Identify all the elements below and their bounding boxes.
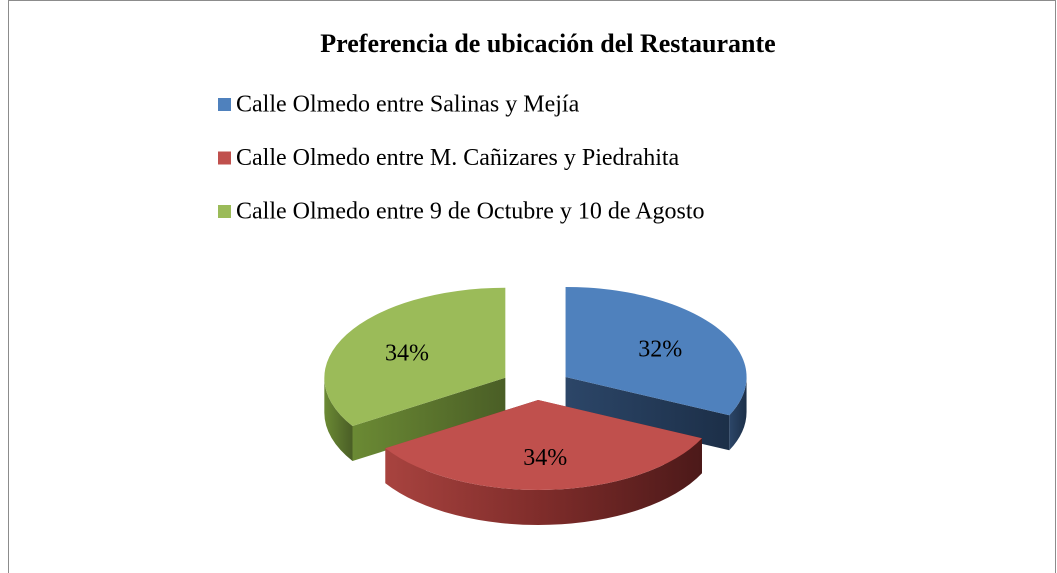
legend-swatch xyxy=(218,98,231,111)
slice-wall xyxy=(729,376,747,451)
chart-title: Preferencia de ubicación del Restaurante xyxy=(320,29,775,58)
slice-wall xyxy=(324,377,353,461)
slice xyxy=(565,286,747,416)
legend-label: Calle Olmedo entre 9 de Octubre y 10 de … xyxy=(236,199,705,225)
data-label: 34% xyxy=(523,445,567,471)
slice-side xyxy=(352,377,506,461)
data-label: 34% xyxy=(385,340,429,366)
legend-swatch xyxy=(218,151,231,165)
legend-label: Calle Olmedo entre M. Cañizares y Piedra… xyxy=(236,145,680,171)
legend-label: Calle Olmedo entre Salinas y Mejía xyxy=(236,92,580,118)
slice-side xyxy=(565,376,730,451)
data-label: 32% xyxy=(638,337,682,363)
legend-swatch xyxy=(218,205,231,218)
slice xyxy=(324,287,506,426)
slice xyxy=(385,399,702,490)
slice-wall xyxy=(385,438,702,525)
chart-frame xyxy=(8,0,1056,573)
